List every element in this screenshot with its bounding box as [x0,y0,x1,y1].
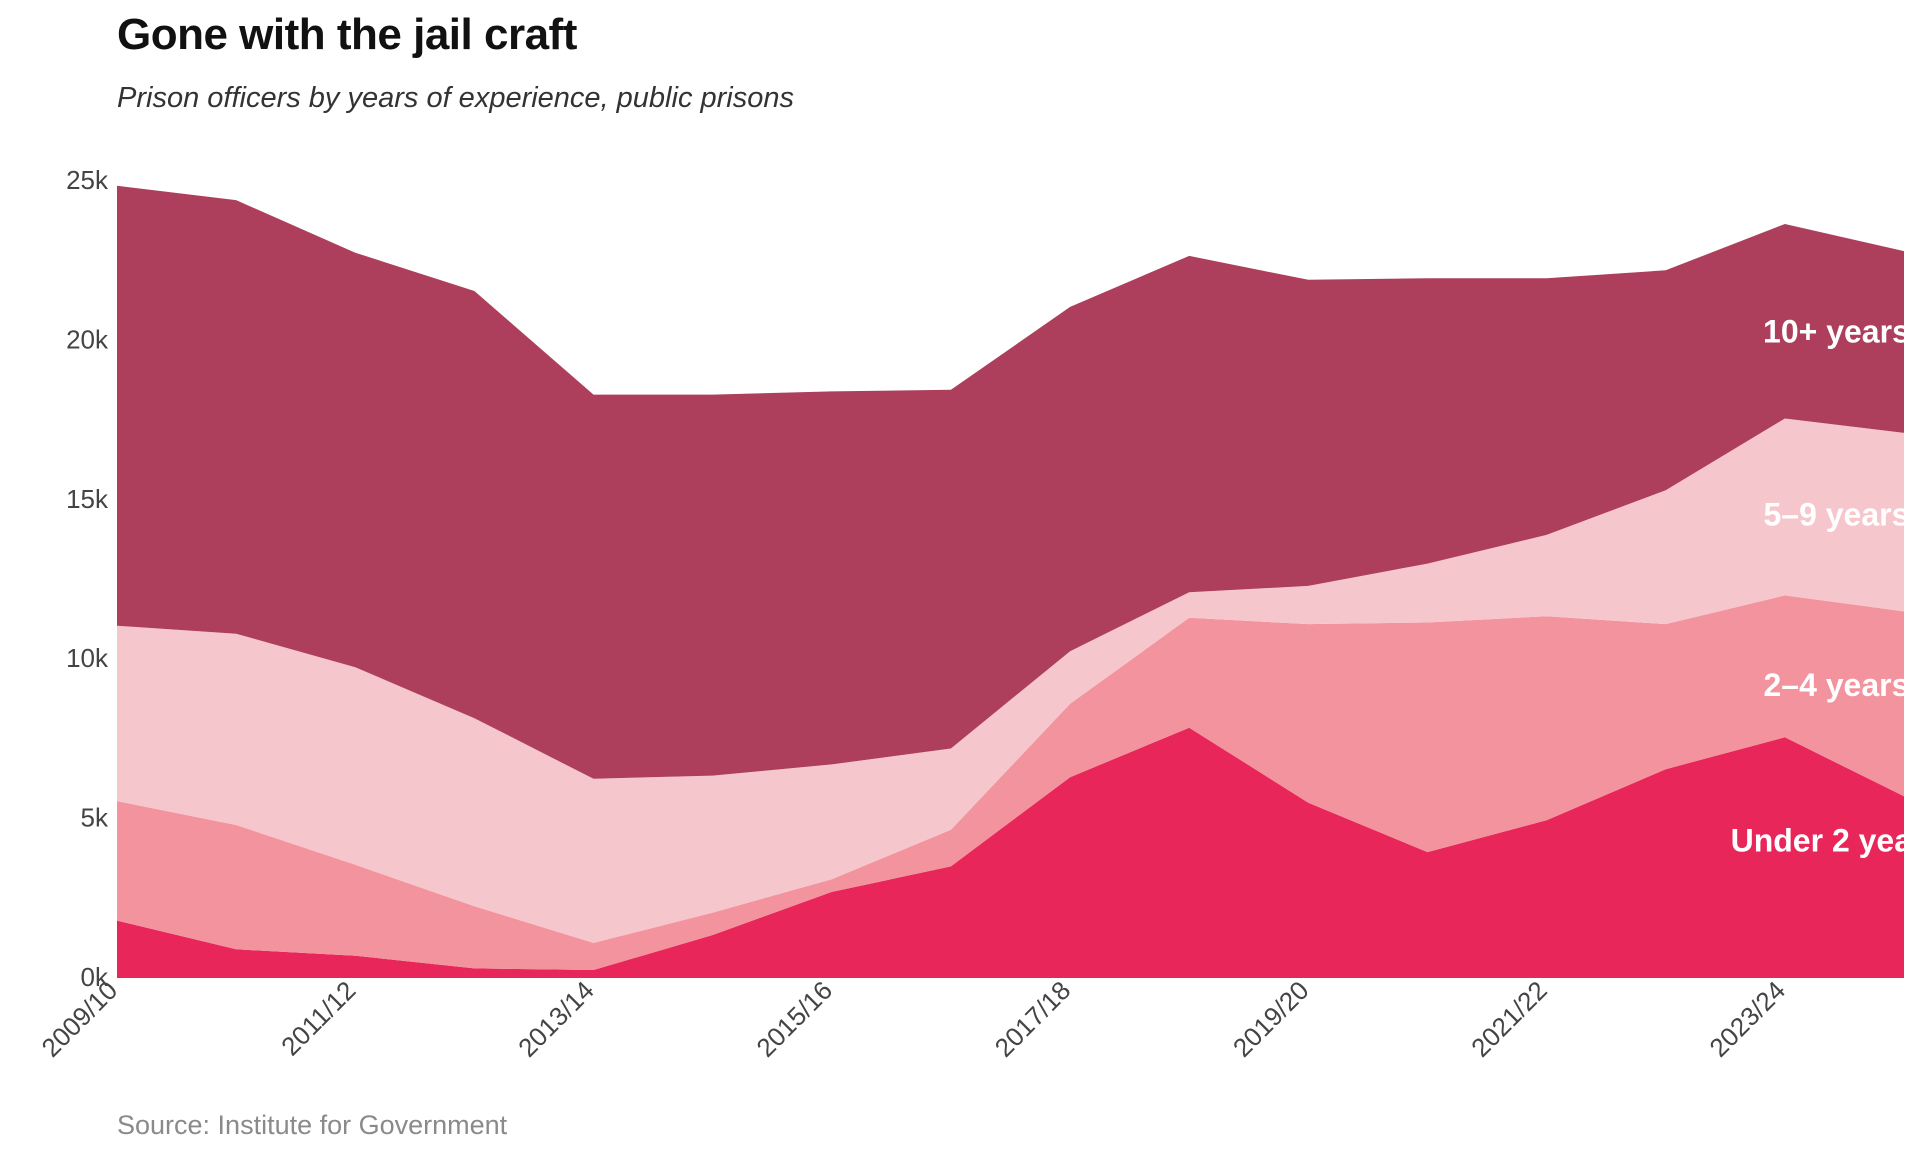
area-5-9-years [117,418,1904,943]
source-note: Source: Institute for Government [117,1110,508,1140]
area-2-4-years [117,595,1904,970]
x-tick-label: 2019/20 [1227,975,1315,1063]
y-tick-label: 25k [66,165,109,195]
y-tick-label: 10k [66,643,109,673]
x-tick-label: 2015/16 [750,975,838,1063]
y-tick-label: 20k [66,324,109,354]
series-label-5-9-years: 5–9 years [1763,497,1909,533]
chart-title: Gone with the jail craft [117,10,577,59]
area-layer [117,185,1904,978]
x-tick-label: 2011/12 [275,975,361,1061]
x-tick-label: 2023/24 [1703,975,1791,1063]
y-tick-label: 5k [81,803,109,833]
x-tick-label: 2017/18 [989,975,1077,1063]
x-tick-label: 2021/22 [1465,975,1553,1063]
series-label-2-4-years: 2–4 years [1763,667,1909,703]
chart-subtitle: Prison officers by years of experience, … [117,82,794,114]
y-tick-label: 15k [66,484,109,514]
x-axis: 2009/10 2011/12 2013/14 2015/16 2017/18 2019/… [36,975,1792,1063]
x-tick-label: 2013/14 [512,975,600,1063]
area-under-2-years [117,727,1904,978]
x-tick-label: 2009/10 [36,975,124,1063]
series-labels: 10+ years 5–9 years 2–4 years Under 2 years [1731,314,1917,859]
series-label-10-years: 10+ years [1763,314,1910,350]
y-tick-label: 0k [81,962,109,992]
series-label-under-2-years: Under 2 years [1731,823,1917,859]
area-10-years [117,185,1904,779]
y-axis: 0k 5k 10k 15k 20k 25k [66,165,109,992]
